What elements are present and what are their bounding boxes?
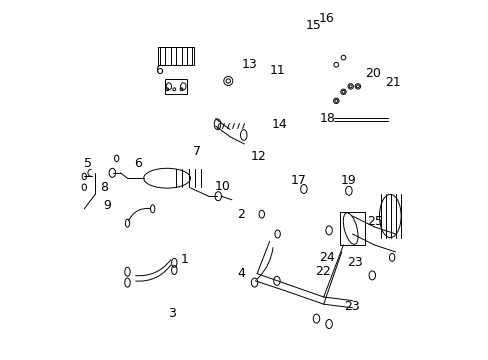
Text: 5: 5 [84, 157, 92, 170]
Bar [339, 212, 365, 245]
Text: 25: 25 [366, 215, 382, 228]
Text: 23: 23 [347, 256, 363, 269]
Text: 18: 18 [320, 112, 335, 125]
Text: 21: 21 [384, 76, 400, 89]
Bar [158, 47, 194, 65]
Text: 1: 1 [181, 253, 189, 266]
Text: 3: 3 [168, 307, 176, 320]
Text: 9: 9 [103, 199, 111, 212]
Bar [165, 79, 186, 94]
Text: 7: 7 [193, 145, 201, 158]
Text: 4: 4 [237, 267, 244, 280]
Text: 17: 17 [290, 174, 306, 186]
Text: 6: 6 [155, 64, 163, 77]
Text: 24: 24 [318, 251, 334, 264]
Text: 10: 10 [214, 180, 230, 193]
Text: 13: 13 [241, 58, 257, 71]
Text: 22: 22 [314, 265, 330, 278]
Text: 15: 15 [305, 19, 321, 32]
Text: 12: 12 [250, 150, 266, 163]
Text: 20: 20 [365, 67, 381, 80]
Text: 14: 14 [271, 118, 287, 131]
Text: 8: 8 [100, 181, 108, 194]
Text: 19: 19 [340, 174, 355, 187]
Text: 11: 11 [269, 64, 285, 77]
Text: 23: 23 [344, 300, 360, 312]
Text: 6: 6 [134, 157, 142, 170]
Text: 2: 2 [237, 208, 244, 221]
Text: 16: 16 [318, 12, 334, 25]
